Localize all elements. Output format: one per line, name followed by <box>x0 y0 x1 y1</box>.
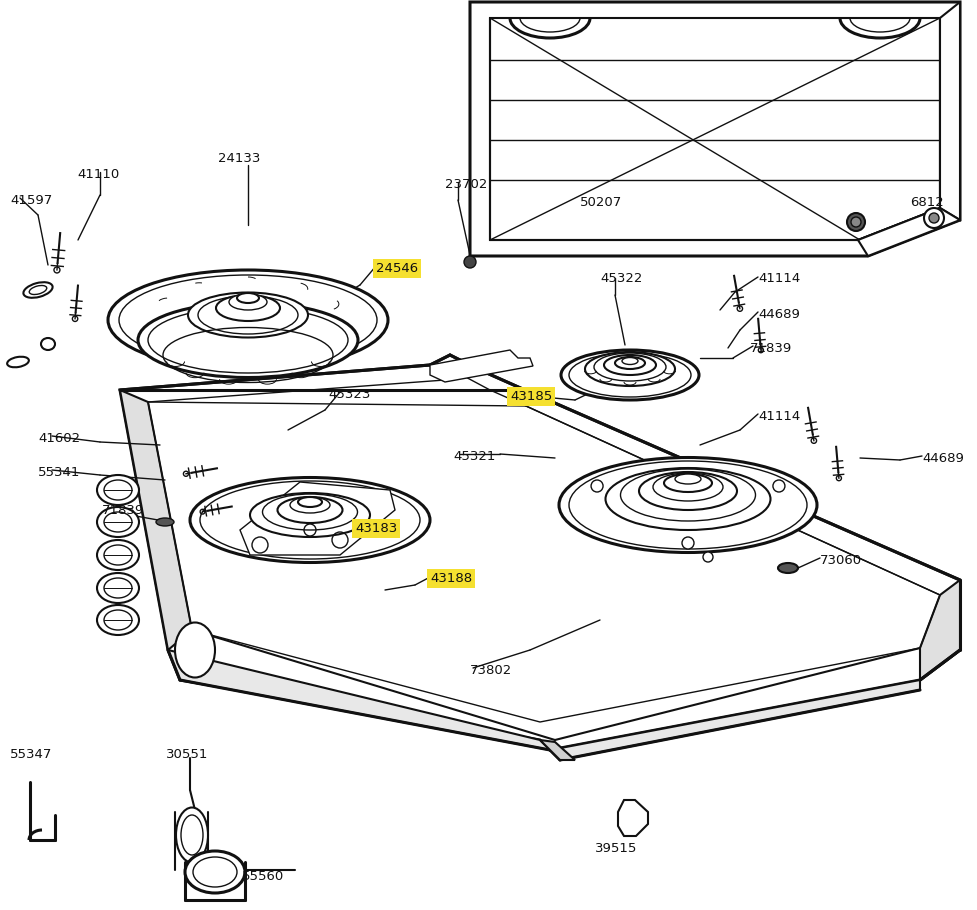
Polygon shape <box>168 650 550 750</box>
Text: 6812: 6812 <box>910 196 944 209</box>
Text: 30551: 30551 <box>166 748 208 761</box>
Polygon shape <box>920 580 960 680</box>
Polygon shape <box>120 355 960 750</box>
Text: 73802: 73802 <box>470 664 512 677</box>
Ellipse shape <box>298 497 322 507</box>
Text: 73060: 73060 <box>820 554 862 567</box>
Ellipse shape <box>778 563 798 573</box>
Text: 45321: 45321 <box>453 450 495 463</box>
Ellipse shape <box>138 302 358 378</box>
Ellipse shape <box>97 475 139 505</box>
Polygon shape <box>240 482 395 555</box>
Ellipse shape <box>237 293 259 303</box>
Text: 55560: 55560 <box>242 870 284 883</box>
Text: 55347: 55347 <box>10 748 53 761</box>
Text: 71839: 71839 <box>102 504 145 517</box>
Ellipse shape <box>615 357 645 369</box>
Ellipse shape <box>188 292 308 338</box>
Polygon shape <box>430 350 533 382</box>
Ellipse shape <box>108 270 388 370</box>
Polygon shape <box>858 208 960 256</box>
Ellipse shape <box>185 851 245 893</box>
Text: 41110: 41110 <box>77 168 119 181</box>
Text: 45323: 45323 <box>328 388 370 401</box>
Circle shape <box>773 480 785 492</box>
Ellipse shape <box>277 497 343 523</box>
Ellipse shape <box>97 507 139 537</box>
Text: 24546: 24546 <box>376 262 418 275</box>
Polygon shape <box>550 680 920 760</box>
Text: 71839: 71839 <box>750 342 792 355</box>
Ellipse shape <box>604 355 656 375</box>
Polygon shape <box>120 390 192 650</box>
Circle shape <box>847 213 865 231</box>
Circle shape <box>851 217 861 227</box>
Ellipse shape <box>290 497 330 513</box>
Text: 55341: 55341 <box>38 466 80 479</box>
Text: 43185: 43185 <box>510 390 552 403</box>
Text: 45322: 45322 <box>600 272 642 285</box>
Text: 23702: 23702 <box>445 178 488 191</box>
Ellipse shape <box>639 472 737 510</box>
Ellipse shape <box>606 468 771 530</box>
Ellipse shape <box>229 294 267 310</box>
Text: 41114: 41114 <box>758 410 800 423</box>
Ellipse shape <box>622 358 638 365</box>
Text: 43183: 43183 <box>355 522 398 535</box>
Circle shape <box>591 480 603 492</box>
Circle shape <box>703 552 713 562</box>
Ellipse shape <box>653 473 723 501</box>
Circle shape <box>682 537 694 549</box>
Ellipse shape <box>97 573 139 603</box>
Text: 41114: 41114 <box>758 272 800 285</box>
Ellipse shape <box>216 295 280 321</box>
Ellipse shape <box>664 474 712 492</box>
Ellipse shape <box>97 605 139 635</box>
Ellipse shape <box>175 622 215 678</box>
Circle shape <box>464 256 476 268</box>
Ellipse shape <box>97 540 139 570</box>
Polygon shape <box>540 740 575 760</box>
Polygon shape <box>618 800 648 836</box>
Text: 24133: 24133 <box>218 152 261 165</box>
Polygon shape <box>940 2 960 220</box>
Circle shape <box>924 208 944 228</box>
Text: 41602: 41602 <box>38 432 80 445</box>
Ellipse shape <box>675 474 701 484</box>
Ellipse shape <box>559 458 817 552</box>
Text: 50207: 50207 <box>580 196 622 209</box>
Ellipse shape <box>561 350 699 400</box>
Polygon shape <box>470 2 960 256</box>
Ellipse shape <box>176 807 208 863</box>
Text: 44689: 44689 <box>922 452 964 465</box>
Text: 44689: 44689 <box>758 308 800 321</box>
Text: 39515: 39515 <box>595 842 637 855</box>
Text: 41597: 41597 <box>10 194 52 207</box>
Ellipse shape <box>585 352 675 386</box>
Ellipse shape <box>156 518 174 526</box>
Text: 43188: 43188 <box>430 572 472 585</box>
Ellipse shape <box>250 493 370 537</box>
Circle shape <box>929 213 939 223</box>
Ellipse shape <box>190 478 430 562</box>
